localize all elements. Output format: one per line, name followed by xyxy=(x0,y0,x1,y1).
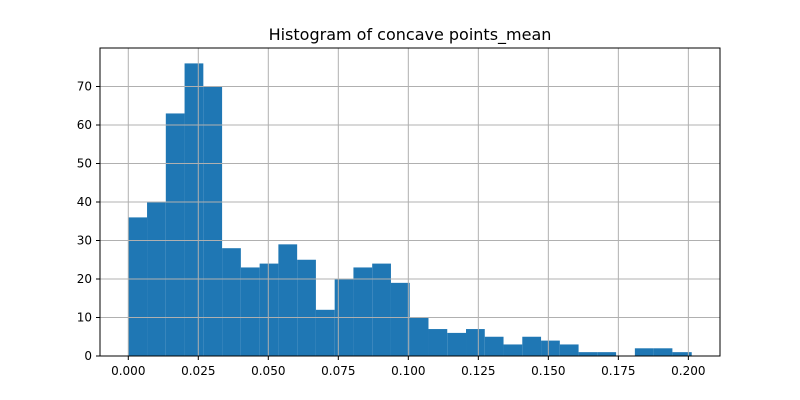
histogram-bar xyxy=(165,113,185,356)
histogram-bar xyxy=(128,217,148,356)
y-tick-label: 30 xyxy=(77,234,92,248)
x-tick-label: 0.000 xyxy=(111,364,145,378)
histogram-bar xyxy=(222,248,241,356)
x-tick-label: 0.075 xyxy=(321,364,355,378)
histogram-bar xyxy=(372,263,391,356)
histogram-bar xyxy=(203,86,223,356)
histogram-bar xyxy=(259,263,279,356)
histogram-bar xyxy=(559,344,579,356)
histogram-bar xyxy=(672,352,692,356)
x-tick-label: 0.125 xyxy=(461,364,495,378)
y-tick-label: 0 xyxy=(84,349,92,363)
y-tick-label: 50 xyxy=(77,157,92,171)
histogram-bar xyxy=(184,63,204,357)
x-tick-label: 0.200 xyxy=(671,364,705,378)
histogram-bar xyxy=(653,348,673,356)
y-tick-label: 20 xyxy=(77,272,92,286)
histogram-bar xyxy=(353,267,373,356)
histogram-bar xyxy=(466,329,485,356)
histogram-bar xyxy=(522,336,542,356)
x-tick-label: 0.175 xyxy=(601,364,635,378)
histogram-bar xyxy=(315,309,335,356)
bars xyxy=(128,63,692,357)
histogram-bar xyxy=(428,329,448,356)
axes: 0.000 0.025 0.050 0.075 0.100 0.125 0.150 0.175… xyxy=(77,47,721,378)
y-tick-label: 40 xyxy=(77,195,92,209)
y-tick-label: 10 xyxy=(77,311,92,325)
histogram-bar xyxy=(578,352,598,356)
histogram-bar xyxy=(597,352,617,356)
histogram-bar xyxy=(240,267,260,356)
y-tick-label: 60 xyxy=(77,118,92,132)
x-tick-label: 0.150 xyxy=(531,364,565,378)
x-tick-label: 0.050 xyxy=(251,364,285,378)
histogram-bar xyxy=(409,317,429,356)
histogram-bar xyxy=(541,340,560,356)
chart-title: Histogram of concave points_mean xyxy=(269,25,552,45)
histogram-bar xyxy=(447,332,467,356)
y-tick-label: 70 xyxy=(77,80,92,94)
histogram-bar xyxy=(484,336,504,356)
histogram-bar xyxy=(390,282,410,356)
histogram-bar xyxy=(634,348,654,356)
x-tick-label: 0.025 xyxy=(181,364,215,378)
histogram-bar xyxy=(297,259,316,356)
histogram-bar xyxy=(278,244,298,356)
histogram-bar xyxy=(503,344,523,356)
x-tick-label: 0.100 xyxy=(391,364,425,378)
